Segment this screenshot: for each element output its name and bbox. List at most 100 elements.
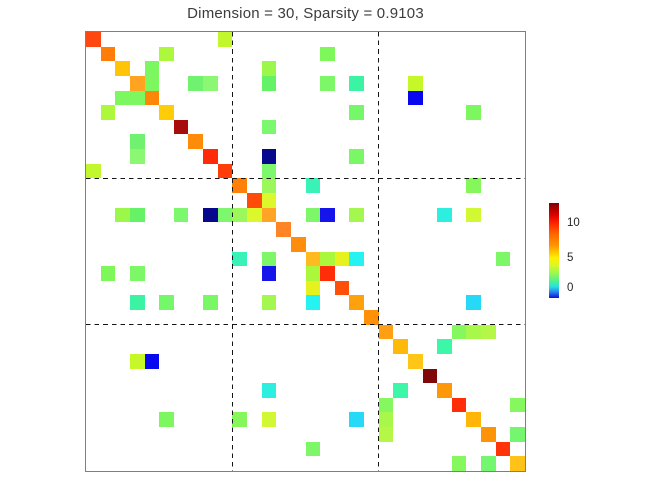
matrix-cell — [188, 134, 204, 150]
matrix-cell — [129, 295, 145, 311]
matrix-cell — [261, 295, 277, 311]
matrix-cell — [481, 427, 496, 442]
matrix-cell — [510, 456, 525, 471]
matrix-cell — [437, 207, 452, 223]
matrix-cell — [510, 397, 525, 413]
matrix-cell — [334, 251, 350, 267]
matrix-cell — [407, 75, 423, 91]
matrix-cell — [466, 324, 482, 340]
matrix-cell — [217, 207, 233, 223]
matrix-cell — [305, 178, 321, 193]
matrix-cell — [305, 295, 321, 311]
matrix-cell — [422, 368, 438, 384]
matrix-cell — [246, 207, 262, 223]
matrix-cell — [129, 353, 145, 369]
matrix-cell — [246, 192, 262, 208]
matrix-cell — [290, 236, 306, 252]
matrix-cell — [261, 266, 277, 281]
matrix-cell — [481, 324, 496, 340]
matrix-cell — [115, 61, 130, 76]
matrix-cell — [334, 280, 350, 296]
matrix-cell — [320, 75, 335, 91]
matrix-cell — [466, 295, 482, 311]
matrix-cell — [203, 149, 218, 164]
matrix-cell — [393, 339, 408, 354]
matrix-cell — [378, 397, 394, 413]
matrix-cell — [466, 207, 482, 223]
matrix-cell — [129, 266, 145, 281]
matrix-cell — [407, 353, 423, 369]
colorbar-tick-label: 0 — [567, 282, 574, 294]
colorbar — [549, 203, 559, 298]
matrix-plot — [85, 31, 526, 472]
matrix-cell — [100, 105, 116, 120]
matrix-cell — [232, 251, 247, 267]
matrix-cell — [232, 178, 247, 193]
matrix-cell — [100, 266, 116, 281]
matrix-cell — [261, 192, 277, 208]
matrix-cell — [305, 441, 321, 457]
matrix-cell — [407, 90, 423, 106]
matrix-cell — [173, 119, 189, 135]
matrix-cell — [378, 324, 394, 340]
matrix-cell — [437, 383, 452, 398]
matrix-cell — [393, 383, 408, 398]
matrix-cell — [466, 105, 482, 120]
matrix-cell — [203, 75, 218, 91]
matrix-cell — [261, 251, 277, 267]
colorbar-tick-label: 10 — [567, 217, 580, 230]
matrix-cell — [203, 295, 218, 311]
matrix-cell — [349, 295, 365, 311]
matrix-cell — [159, 105, 174, 120]
matrix-cell — [144, 353, 160, 369]
block-divider-horizontal-line — [86, 177, 525, 180]
matrix-cell — [261, 119, 277, 135]
matrix-cell — [349, 251, 365, 267]
matrix-cell — [159, 412, 174, 428]
matrix-cell — [451, 456, 467, 471]
matrix-cell — [320, 266, 335, 281]
matrix-cell — [305, 207, 321, 223]
matrix-cell — [129, 75, 145, 91]
matrix-cell — [261, 149, 277, 164]
matrix-cell — [349, 149, 365, 164]
matrix-cell — [261, 61, 277, 76]
matrix-cell — [320, 207, 335, 223]
matrix-cell — [173, 207, 189, 223]
matrix-cell — [144, 90, 160, 106]
block-divider-horizontal-line — [86, 323, 525, 326]
matrix-cell — [203, 207, 218, 223]
matrix-cell — [364, 310, 379, 325]
matrix-cell — [451, 397, 467, 413]
matrix-cell — [217, 32, 233, 47]
matrix-cell — [232, 412, 247, 428]
matrix-cell — [451, 324, 467, 340]
matrix-cell — [129, 134, 145, 150]
matrix-cell — [188, 75, 204, 91]
matrix-cell — [129, 90, 145, 106]
matrix-cell — [276, 222, 291, 237]
matrix-cell — [349, 412, 365, 428]
matrix-cell — [232, 207, 247, 223]
matrix-cell — [86, 32, 101, 47]
matrix-cell — [320, 46, 335, 62]
matrix-cell — [495, 251, 511, 267]
matrix-cell — [261, 163, 277, 179]
matrix-cell — [261, 178, 277, 193]
block-divider-vertical-line — [231, 32, 234, 471]
matrix-cell — [305, 266, 321, 281]
matrix-cell — [437, 339, 452, 354]
matrix-cell — [261, 383, 277, 398]
matrix-cell — [378, 427, 394, 442]
matrix-cell — [305, 280, 321, 296]
matrix-cell — [159, 46, 174, 62]
matrix-cell — [129, 207, 145, 223]
matrix-cell — [261, 75, 277, 91]
matrix-cell — [320, 251, 335, 267]
matrix-cell — [144, 61, 160, 76]
matrix-cell — [349, 207, 365, 223]
matrix-cell — [144, 75, 160, 91]
matrix-cell — [481, 456, 496, 471]
colorbar-tick-label: 5 — [567, 252, 574, 265]
